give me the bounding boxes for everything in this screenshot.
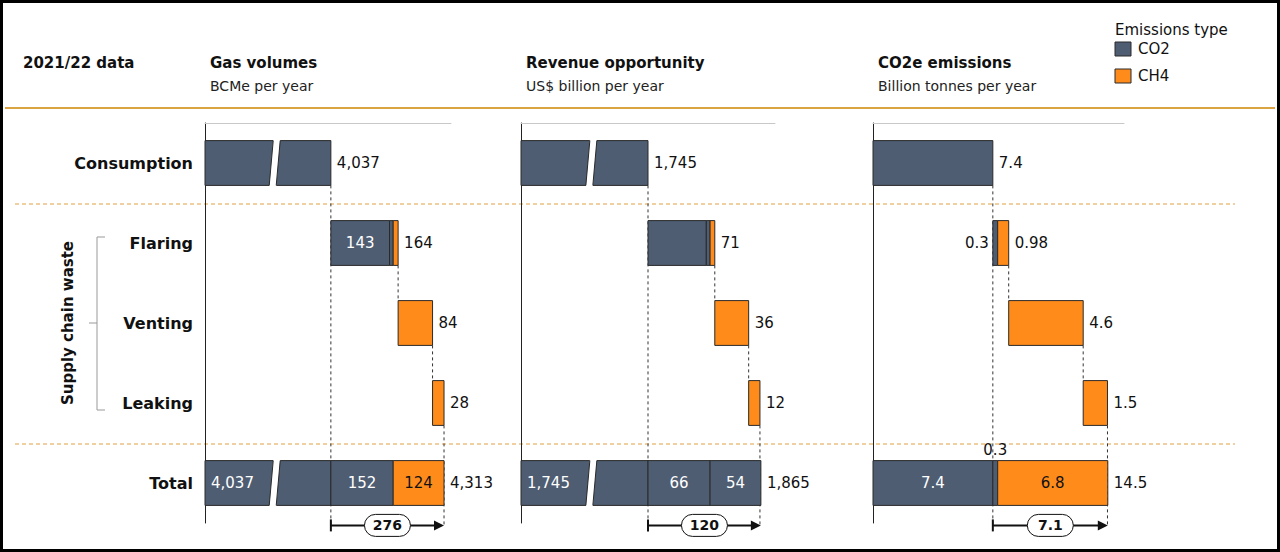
svg-text:14.5: 14.5 <box>1114 474 1147 492</box>
svg-text:Emissions type: Emissions type <box>1115 21 1228 39</box>
svg-text:0.98: 0.98 <box>1015 234 1048 252</box>
svg-text:Revenue opportunity: Revenue opportunity <box>526 54 705 72</box>
svg-text:CH4: CH4 <box>1138 67 1169 85</box>
svg-text:CO2: CO2 <box>1138 40 1170 58</box>
svg-text:143: 143 <box>346 234 375 252</box>
svg-text:Gas volumes: Gas volumes <box>210 54 317 72</box>
svg-text:6.8: 6.8 <box>1041 474 1065 492</box>
svg-text:1,865: 1,865 <box>767 474 810 492</box>
svg-text:1,745: 1,745 <box>527 474 570 492</box>
svg-text:12: 12 <box>766 394 785 412</box>
svg-text:164: 164 <box>404 234 433 252</box>
svg-text:7.4: 7.4 <box>921 474 945 492</box>
svg-text:7.4: 7.4 <box>999 154 1023 172</box>
svg-text:US$ billion per year: US$ billion per year <box>526 78 664 94</box>
svg-text:71: 71 <box>721 234 740 252</box>
svg-text:7.1: 7.1 <box>1038 517 1063 533</box>
svg-text:Consumption: Consumption <box>74 154 193 173</box>
svg-text:4.6: 4.6 <box>1089 314 1113 332</box>
svg-text:1.5: 1.5 <box>1113 394 1137 412</box>
svg-text:54: 54 <box>726 474 745 492</box>
svg-text:CO2e emissions: CO2e emissions <box>878 54 1012 72</box>
svg-text:2021/22 data: 2021/22 data <box>23 54 134 72</box>
svg-text:4,313: 4,313 <box>450 474 493 492</box>
svg-text:1,745: 1,745 <box>654 154 697 172</box>
svg-text:Flaring: Flaring <box>130 234 193 253</box>
svg-text:4,037: 4,037 <box>211 474 254 492</box>
svg-text:276: 276 <box>373 517 402 533</box>
svg-text:84: 84 <box>439 314 458 332</box>
svg-text:0.3: 0.3 <box>965 234 989 252</box>
svg-text:28: 28 <box>450 394 469 412</box>
svg-text:36: 36 <box>755 314 774 332</box>
svg-text:4,037: 4,037 <box>337 154 380 172</box>
svg-text:152: 152 <box>348 474 377 492</box>
svg-text:Supply chain waste: Supply chain waste <box>59 241 77 405</box>
svg-text:Billion tonnes per year: Billion tonnes per year <box>878 78 1036 94</box>
svg-text:BCMe per year: BCMe per year <box>210 78 313 94</box>
svg-text:66: 66 <box>669 474 688 492</box>
svg-text:0.3: 0.3 <box>983 441 1007 459</box>
svg-text:Total: Total <box>149 474 193 493</box>
svg-text:Venting: Venting <box>123 314 193 333</box>
svg-text:120: 120 <box>690 517 719 533</box>
svg-text:124: 124 <box>404 474 433 492</box>
svg-text:Leaking: Leaking <box>122 394 193 413</box>
